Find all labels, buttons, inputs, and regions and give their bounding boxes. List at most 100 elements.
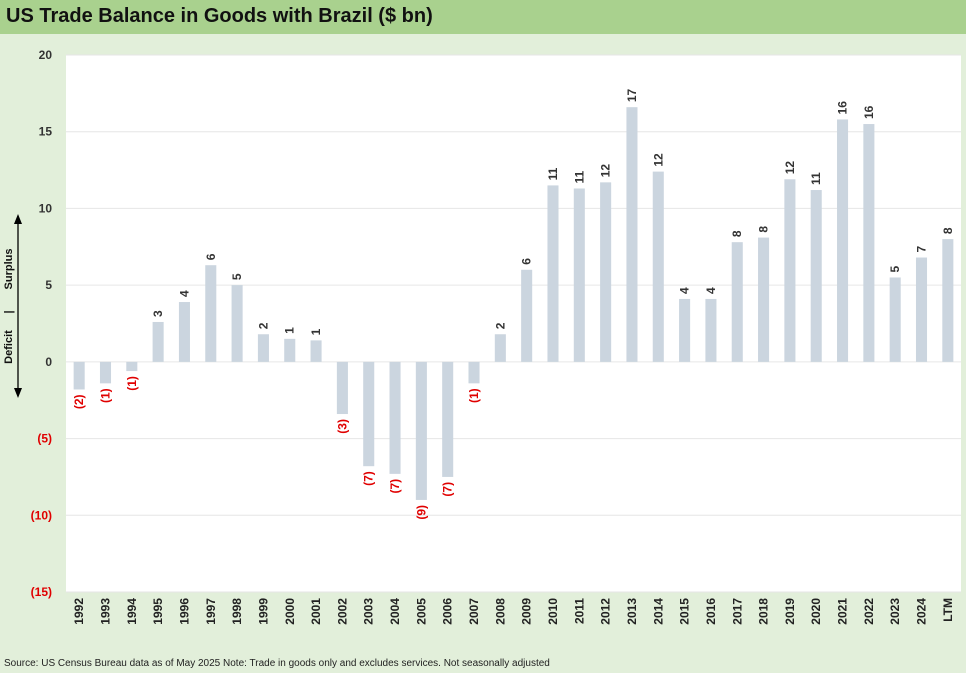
bar-2004 — [389, 361, 401, 474]
x-tick-label-2021: 2021 — [836, 598, 850, 625]
x-tick-label-2023: 2023 — [888, 598, 902, 625]
y-tick-label: 5 — [45, 278, 52, 292]
surplus-label: Surplus — [3, 249, 15, 290]
annotation-separator: | — [3, 310, 15, 313]
down-arrow-icon — [14, 388, 22, 398]
data-label-2000: 1 — [283, 327, 297, 334]
data-label-1997: 6 — [204, 253, 218, 260]
x-axis-ticks: 1992 1993 1994 1995 1996 1997 1998 1999 2000 2001… — [72, 598, 955, 625]
data-label-2013: 17 — [625, 88, 639, 102]
bar-1992 — [73, 361, 85, 390]
x-tick-label-2004: 2004 — [388, 598, 402, 625]
bar-1995 — [152, 321, 164, 362]
data-label-2020: 11 — [809, 172, 823, 185]
data-label-2018: 8 — [757, 226, 771, 233]
data-label-2005: (9) — [414, 505, 428, 520]
surplus-deficit-annotation: Surplus | Deficit — [3, 214, 22, 398]
bar-2019 — [784, 179, 796, 362]
x-tick-label-2012: 2012 — [599, 598, 613, 625]
data-label-2003: (7) — [362, 471, 376, 486]
x-tick-label-2018: 2018 — [757, 598, 771, 625]
y-tick-label: 10 — [39, 201, 53, 215]
bar-2011 — [573, 188, 585, 362]
x-tick-label-2013: 2013 — [625, 598, 639, 625]
x-tick-label-2011: 2011 — [572, 598, 586, 624]
bar-2023 — [889, 277, 901, 362]
data-label-2017: 8 — [730, 230, 744, 237]
data-label-2008: 2 — [493, 322, 507, 329]
data-label-2011: 11 — [572, 170, 586, 183]
bar-2015 — [679, 298, 691, 362]
bar-1999 — [257, 334, 269, 362]
y-tick-label: (15) — [31, 585, 52, 599]
data-label-2015: 4 — [678, 287, 692, 294]
data-label-2019: 12 — [783, 161, 797, 175]
data-label-LTM: 8 — [941, 227, 955, 234]
data-label-2010: 11 — [546, 167, 560, 180]
x-tick-label-1993: 1993 — [98, 598, 112, 625]
x-tick-label-2020: 2020 — [809, 598, 823, 625]
data-label-2001: 1 — [309, 328, 323, 335]
x-tick-label-2019: 2019 — [783, 598, 797, 625]
data-label-2024: 7 — [915, 246, 929, 253]
bar-2022 — [863, 124, 875, 362]
x-tick-label-1995: 1995 — [151, 598, 165, 625]
x-tick-label-2008: 2008 — [493, 598, 507, 625]
x-tick-label-2005: 2005 — [414, 598, 428, 625]
bar-2005 — [415, 361, 427, 500]
data-label-1992: (2) — [72, 394, 86, 409]
x-tick-label-LTM: LTM — [941, 598, 955, 622]
x-tick-label-1996: 1996 — [177, 598, 191, 625]
bar-2000 — [284, 338, 296, 362]
data-label-2004: (7) — [388, 479, 402, 494]
data-label-2006: (7) — [441, 482, 455, 497]
bar-2001 — [310, 340, 322, 362]
bar-2024 — [915, 257, 928, 362]
x-tick-label-2014: 2014 — [651, 598, 665, 625]
data-label-2009: 6 — [520, 258, 534, 265]
bar-2020 — [810, 190, 822, 362]
x-tick-label-2024: 2024 — [915, 598, 929, 625]
x-tick-label-1998: 1998 — [230, 598, 244, 625]
data-label-2021: 16 — [836, 101, 850, 115]
data-label-2014: 12 — [651, 153, 665, 167]
bar-1996 — [178, 302, 190, 362]
y-tick-label: 15 — [39, 125, 53, 139]
data-label-2007: (1) — [467, 388, 481, 403]
data-label-2023: 5 — [888, 265, 902, 272]
source-note: Source: US Census Bureau data as of May … — [4, 658, 550, 669]
data-label-1999: 2 — [256, 322, 270, 329]
x-tick-label-2007: 2007 — [467, 598, 481, 625]
data-label-1993: (1) — [98, 388, 112, 403]
bar-2016 — [705, 298, 717, 362]
bar-2013 — [626, 107, 638, 362]
up-arrow-icon — [14, 214, 22, 224]
data-label-2016: 4 — [704, 287, 718, 294]
bar-2012 — [600, 182, 612, 362]
x-tick-label-2017: 2017 — [730, 598, 744, 625]
x-tick-label-1999: 1999 — [256, 598, 270, 625]
bar-2003 — [363, 361, 375, 467]
bar-1997 — [205, 265, 217, 362]
deficit-label: Deficit — [3, 330, 15, 364]
bars — [73, 107, 954, 500]
bar-2018 — [758, 237, 770, 362]
bar-1993 — [99, 361, 112, 384]
bar-2014 — [652, 171, 664, 362]
bar-2008 — [494, 334, 506, 362]
bar-2006 — [442, 361, 454, 477]
data-label-2012: 12 — [599, 164, 613, 178]
bar-2007 — [468, 361, 480, 384]
x-tick-label-1992: 1992 — [72, 598, 86, 625]
x-tick-label-2010: 2010 — [546, 598, 560, 625]
bar-LTM — [942, 239, 954, 362]
x-tick-label-2001: 2001 — [309, 598, 323, 625]
x-tick-label-2015: 2015 — [678, 598, 692, 625]
bar-1994 — [126, 361, 138, 372]
data-label-2002: (3) — [335, 419, 349, 434]
y-tick-label: (5) — [37, 432, 52, 446]
y-tick-label: 0 — [45, 355, 52, 369]
data-label-1996: 4 — [177, 290, 191, 297]
y-axis-ticks: 20 15 10 5 0 (5) (10) (15) — [31, 48, 53, 599]
